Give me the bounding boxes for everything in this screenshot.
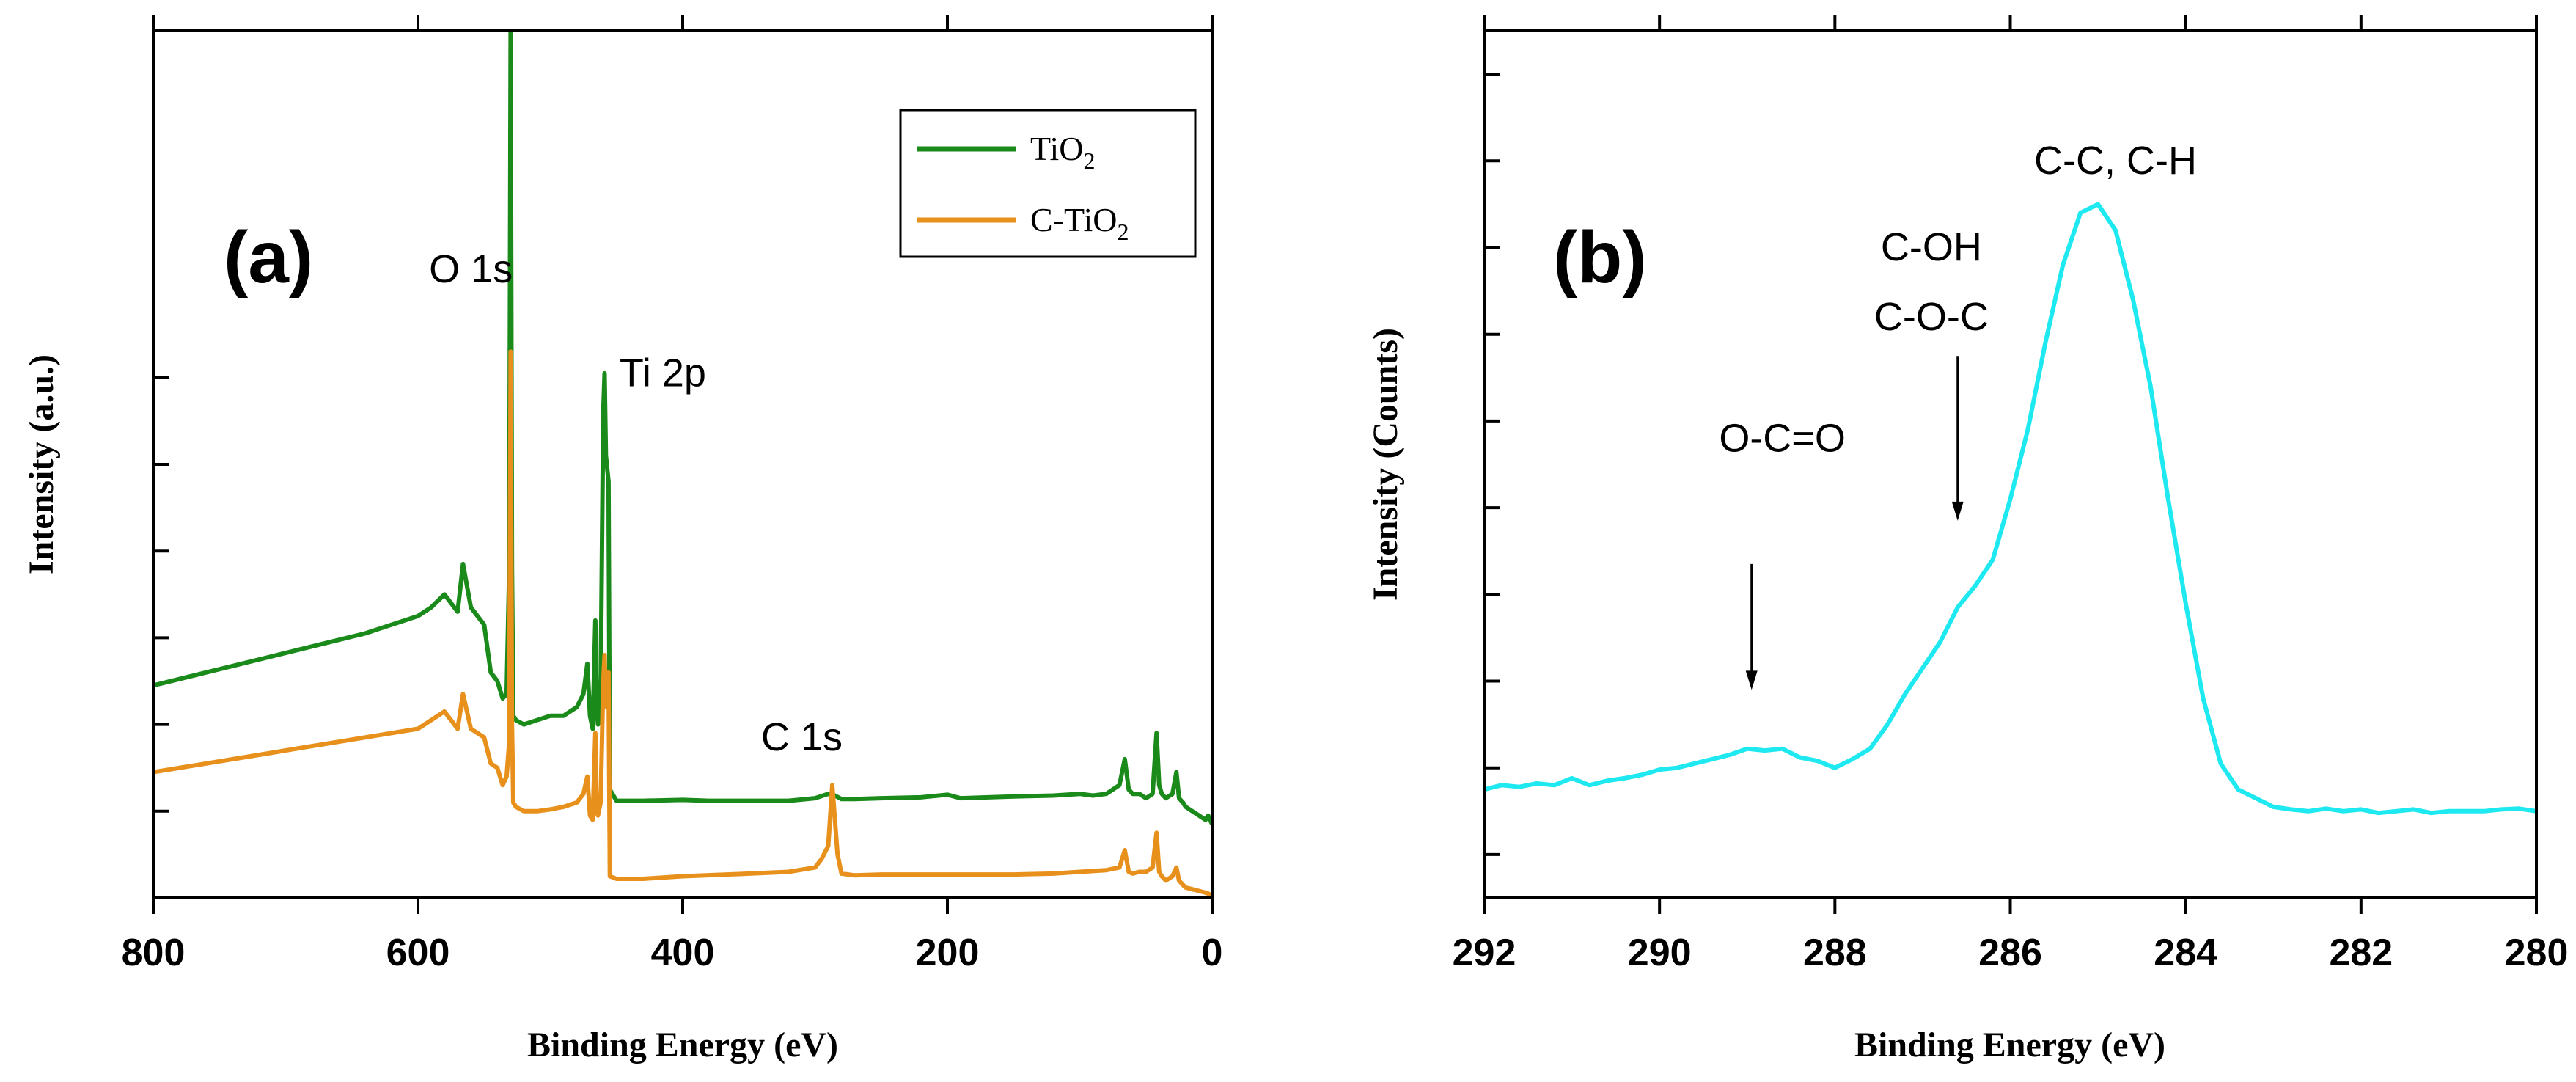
x-tick-label: 286 bbox=[1978, 932, 2042, 974]
series-line-c-1s bbox=[1483, 202, 2537, 816]
x-tick-label: 200 bbox=[916, 932, 980, 974]
x-tick-label: 282 bbox=[2329, 932, 2393, 974]
panel-a-y-axis-title: Intensity (a.u.) bbox=[22, 354, 61, 574]
panel-b-c1s-spectrum: (b) 292 290 288 286 284 282 280 C-C, C-HC-OHC-… bbox=[1366, 15, 2568, 1064]
panel-a-annotations: O 1s Ti 2p C 1s bbox=[429, 247, 843, 759]
panel-b-annotations: C-C, C-H C-OH C-O-C O-C=O bbox=[1719, 139, 2197, 690]
peak-annotation: O-C=O bbox=[1719, 416, 1846, 460]
panel-a-ticks: 800 600 400 200 0 bbox=[122, 15, 1223, 974]
panel-b-ticks: 292 290 288 286 284 282 280 bbox=[1453, 15, 2569, 974]
series-line-c-tio2 bbox=[153, 349, 1214, 899]
panel-a-xps-survey: (a) 800 600 400 200 0 O 1s Ti 2p C 1s TiO2 C-T… bbox=[22, 15, 1222, 1064]
panel-b-x-axis-title: Binding Energy (eV) bbox=[1854, 1026, 2165, 1064]
series-line-tio2 bbox=[153, 29, 1214, 825]
panel-a-x-axis-title: Binding Energy (eV) bbox=[527, 1026, 838, 1064]
legend-label-tio2: TiO2 bbox=[1030, 130, 1095, 174]
x-tick-label: 288 bbox=[1803, 932, 1867, 974]
x-tick-label: 0 bbox=[1202, 932, 1223, 974]
annotation-arrow-head bbox=[1745, 670, 1758, 690]
panel-a-series-group bbox=[153, 29, 1214, 899]
peak-annotation: C 1s bbox=[761, 715, 843, 759]
annotation-arrow-head bbox=[1951, 501, 1964, 521]
peak-annotation: C-C, C-H bbox=[2034, 139, 2197, 183]
peak-annotation: Ti 2p bbox=[620, 351, 706, 395]
legend-box bbox=[899, 109, 1197, 258]
panel-b-plot-frame bbox=[1483, 29, 2538, 899]
x-tick-label: 292 bbox=[1453, 932, 1516, 974]
panel-b-y-axis-title: Intensity (Counts) bbox=[1366, 328, 1405, 601]
panel-b-series-group bbox=[1483, 202, 2537, 816]
panel-a-legend: TiO2 C-TiO2 bbox=[899, 109, 1197, 258]
panel-b-label: (b) bbox=[1553, 216, 1647, 299]
x-tick-label: 280 bbox=[2505, 932, 2569, 974]
panel-a-label: (a) bbox=[224, 216, 313, 299]
legend-label-c-tio2: C-TiO2 bbox=[1030, 201, 1129, 245]
peak-annotation: O 1s bbox=[429, 247, 513, 291]
x-tick-label: 600 bbox=[386, 932, 450, 974]
peak-annotation: C-OH bbox=[1881, 225, 1982, 269]
x-tick-label: 284 bbox=[2154, 932, 2217, 974]
x-tick-label: 290 bbox=[1628, 932, 1692, 974]
x-tick-label: 400 bbox=[651, 932, 715, 974]
x-tick-label: 800 bbox=[122, 932, 186, 974]
peak-annotation: C-O-C bbox=[1874, 295, 1989, 339]
